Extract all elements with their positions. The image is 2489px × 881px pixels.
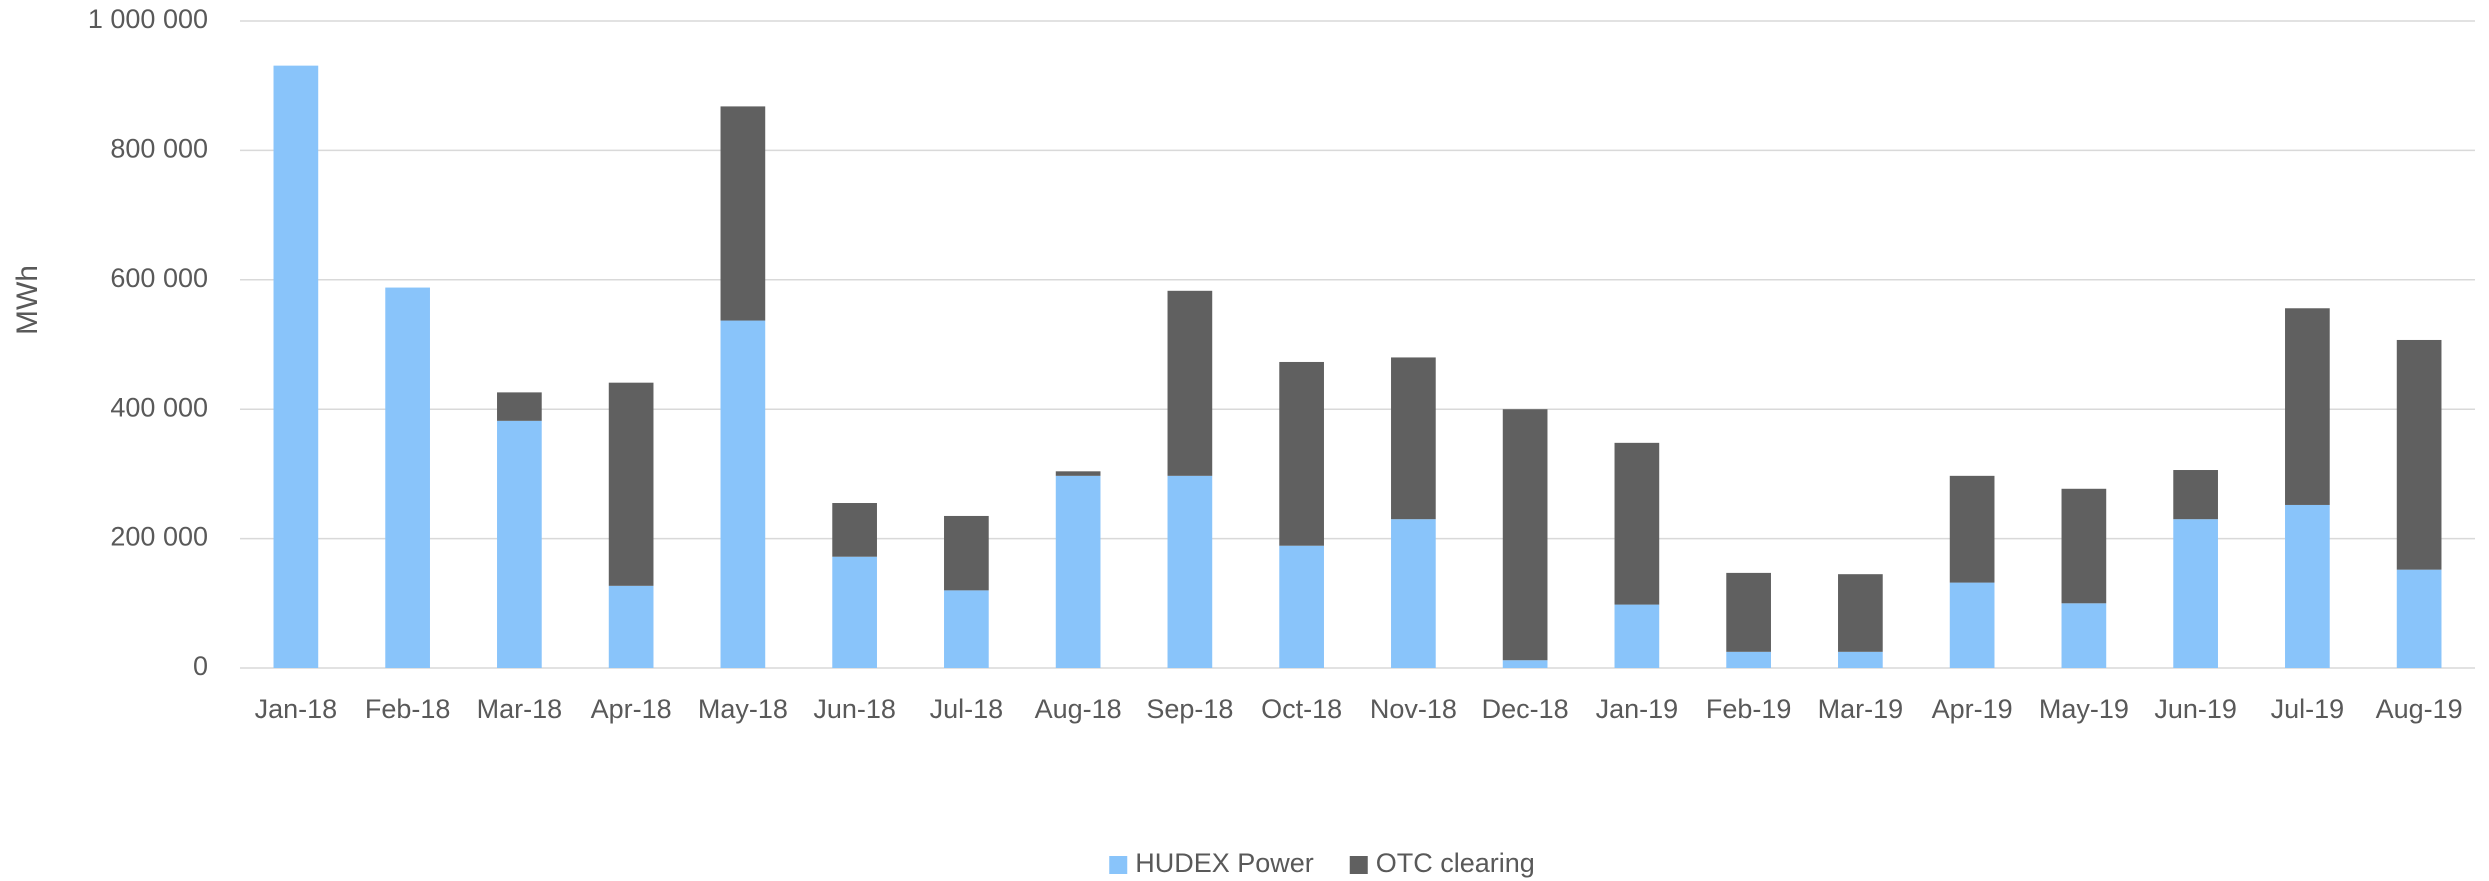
y-tick-label: 400 000 [110,392,208,422]
bar-segment [1838,574,1883,652]
x-tick-label: Jan-18 [255,694,338,724]
bar-segment [1167,475,1213,668]
y-tick-label: 600 000 [110,263,208,293]
bar-segment [944,590,989,668]
bar-segment [2061,603,2107,668]
bar-segment [2173,470,2218,520]
bar-segment [944,515,989,591]
bar-segment [1949,475,1995,583]
bar-segment [1949,582,1995,668]
y-tick-label: 800 000 [110,134,208,164]
x-tick-label: May-19 [2039,694,2129,724]
x-tick-label: Mar-19 [1818,694,1904,724]
x-tick-label: Dec-18 [1482,694,1569,724]
x-tick-label: Jun-19 [2154,694,2237,724]
bar-segment [2061,488,2107,604]
legend-swatch [1109,856,1128,874]
bar-segment [2396,569,2442,668]
x-tick-label: Jun-18 [813,694,896,724]
bar-segment [1502,660,1548,668]
x-tick-label: May-18 [698,694,788,724]
x-tick-label: Feb-19 [1706,694,1792,724]
x-tick-label: Apr-19 [1932,694,2013,724]
bar-segment [1726,572,1771,652]
bar-segment [832,503,877,557]
x-tick-label: Mar-18 [477,694,563,724]
x-tick-label: Feb-18 [365,694,451,724]
bar-segment [1838,651,1883,668]
bar-segment [1391,357,1436,520]
x-tick-label: Jul-19 [2271,694,2345,724]
bar-segment [2173,519,2218,668]
bar-segment [497,420,542,668]
bar-segment [1614,604,1660,668]
bar-segment [1279,545,1324,668]
x-tick-label: Aug-18 [1035,694,1122,724]
x-tick-label: Oct-18 [1261,694,1342,724]
x-tick-label: Jan-19 [1596,694,1679,724]
bar-segment [1391,519,1436,668]
bar-segment [2285,308,2330,505]
legend-swatch [1349,856,1368,874]
bar-segment [273,65,319,668]
x-tick-label: Jul-18 [930,694,1004,724]
y-axis-label: MWh [11,265,44,335]
y-tick-label: 200 000 [110,522,208,552]
bar-segment [497,392,542,421]
legend-label: HUDEX Power [1135,848,1314,878]
bar-segment [832,556,877,668]
bar-segment [1167,290,1213,476]
x-tick-label: Nov-18 [1370,694,1457,724]
bar-segment [608,585,654,668]
bar-segment [720,320,766,668]
bar-segment [1614,442,1660,605]
legend-label: OTC clearing [1376,848,1535,878]
bar-segment [1726,651,1771,668]
bar-segment [1055,475,1101,668]
bar-segment [2396,339,2442,570]
bar-segment [1502,409,1548,661]
y-tick-label: 1 000 000 [88,4,208,34]
x-tick-label: Apr-18 [591,694,672,724]
bar-segment [720,106,766,321]
bar-segment [608,382,654,586]
x-tick-label: Aug-19 [2376,694,2463,724]
bar-segment [1279,361,1324,546]
y-tick-label: 0 [193,651,208,681]
bar-segment [1055,471,1101,476]
x-tick-label: Sep-18 [1146,694,1233,724]
bar-segment [385,287,430,668]
bar-segment [2285,504,2330,668]
